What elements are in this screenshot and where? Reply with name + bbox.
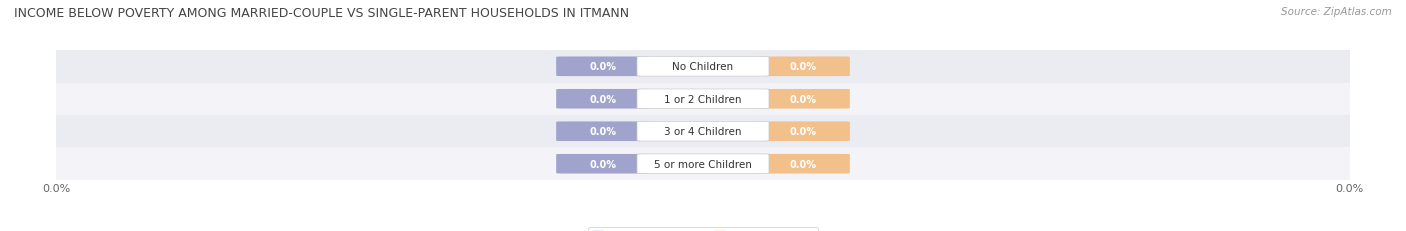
Text: Source: ZipAtlas.com: Source: ZipAtlas.com: [1281, 7, 1392, 17]
Text: 3 or 4 Children: 3 or 4 Children: [664, 127, 742, 137]
Text: No Children: No Children: [672, 62, 734, 72]
FancyBboxPatch shape: [557, 90, 650, 109]
FancyBboxPatch shape: [637, 154, 769, 174]
FancyBboxPatch shape: [557, 122, 650, 141]
FancyBboxPatch shape: [756, 57, 849, 77]
FancyBboxPatch shape: [557, 57, 650, 77]
FancyBboxPatch shape: [756, 122, 849, 141]
FancyBboxPatch shape: [637, 122, 769, 141]
Text: 5 or more Children: 5 or more Children: [654, 159, 752, 169]
Text: 0.0%: 0.0%: [589, 62, 616, 72]
FancyBboxPatch shape: [756, 154, 849, 174]
Bar: [56, 83, 1350, 116]
FancyBboxPatch shape: [756, 90, 849, 109]
Text: 0.0%: 0.0%: [790, 94, 817, 104]
Bar: [56, 148, 1350, 180]
Text: 0.0%: 0.0%: [589, 94, 616, 104]
Text: 1 or 2 Children: 1 or 2 Children: [664, 94, 742, 104]
Bar: [56, 116, 1350, 148]
Text: 0.0%: 0.0%: [790, 62, 817, 72]
Text: 0.0%: 0.0%: [790, 159, 817, 169]
Text: 0.0%: 0.0%: [589, 127, 616, 137]
Legend: Married Couples, Single Parents: Married Couples, Single Parents: [588, 227, 818, 231]
FancyBboxPatch shape: [557, 154, 650, 174]
FancyBboxPatch shape: [637, 90, 769, 109]
Bar: [56, 51, 1350, 83]
Text: 0.0%: 0.0%: [589, 159, 616, 169]
FancyBboxPatch shape: [637, 57, 769, 77]
Text: 0.0%: 0.0%: [790, 127, 817, 137]
Text: INCOME BELOW POVERTY AMONG MARRIED-COUPLE VS SINGLE-PARENT HOUSEHOLDS IN ITMANN: INCOME BELOW POVERTY AMONG MARRIED-COUPL…: [14, 7, 630, 20]
